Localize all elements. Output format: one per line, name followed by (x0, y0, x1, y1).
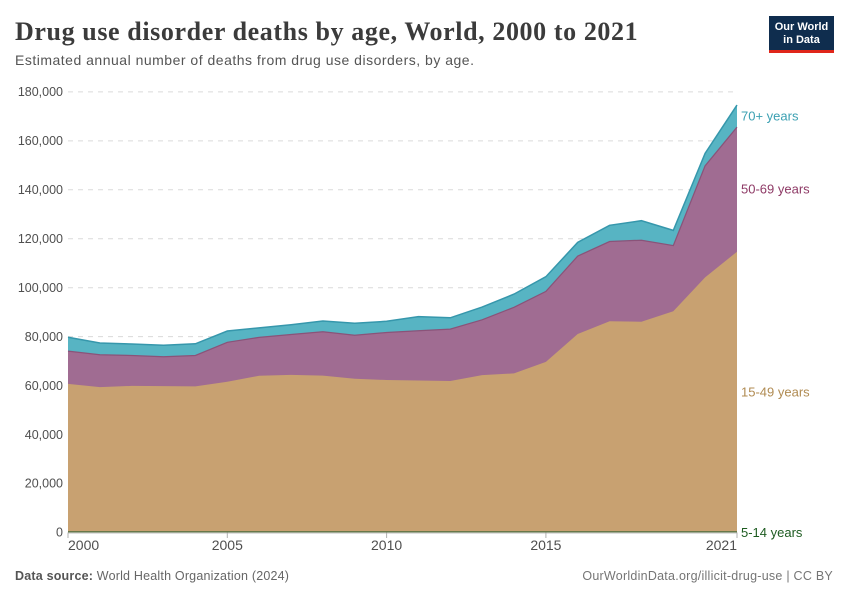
svg-text:120,000: 120,000 (18, 232, 63, 246)
svg-text:100,000: 100,000 (18, 281, 63, 295)
svg-text:20,000: 20,000 (25, 477, 63, 491)
svg-text:2021: 2021 (706, 537, 737, 553)
svg-text:40,000: 40,000 (25, 428, 63, 442)
svg-text:160,000: 160,000 (18, 134, 63, 148)
svg-text:2015: 2015 (530, 537, 561, 553)
svg-text:80,000: 80,000 (25, 330, 63, 344)
svg-text:70+ years: 70+ years (741, 109, 799, 124)
svg-text:2010: 2010 (371, 537, 402, 553)
svg-text:15-49 years: 15-49 years (741, 385, 810, 400)
svg-text:180,000: 180,000 (18, 85, 63, 99)
svg-text:2000: 2000 (68, 537, 99, 553)
svg-text:0: 0 (56, 526, 63, 540)
svg-text:2005: 2005 (212, 537, 243, 553)
svg-text:5-14 years: 5-14 years (741, 525, 803, 540)
svg-text:60,000: 60,000 (25, 379, 63, 393)
svg-text:140,000: 140,000 (18, 183, 63, 197)
svg-text:50-69 years: 50-69 years (741, 182, 810, 197)
